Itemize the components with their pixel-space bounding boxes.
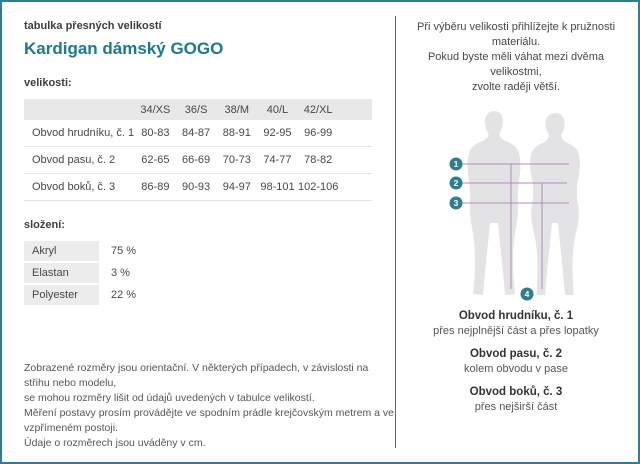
size-table-spacer-cell — [338, 120, 372, 147]
guide-intro-text: Při výběru velikosti přihlížejte k pružn… — [402, 20, 630, 95]
svg-text:1: 1 — [454, 159, 459, 169]
size-value-cell: 92-95 — [257, 120, 298, 147]
size-value-cell: 74-77 — [257, 146, 298, 174]
size-value-cell: 102-106 — [297, 173, 339, 201]
page-eyebrow: tabulka přesných velikostí — [24, 20, 162, 32]
svg-text:2: 2 — [454, 178, 459, 188]
material-name: Elastan — [24, 263, 99, 283]
size-value-cell: 88-91 — [216, 120, 258, 147]
guide-intro-line: Při výběru velikosti přihlížejte k pružn… — [416, 21, 616, 48]
female-silhouette — [530, 113, 580, 295]
legend-item-description: přes nejplnější část a přes lopatky — [433, 325, 599, 337]
legend-item: Obvod hrudníku, č. 1 přes nejplnější část… — [402, 309, 630, 339]
size-value-cell: 66-69 — [175, 146, 217, 174]
disclaimer-line: se mohou rozměry lišit od údajů uvedenýc… — [24, 392, 315, 404]
body-measurement-diagram: 1 2 3 4 — [441, 105, 591, 303]
sizes-section-label: velikosti: — [24, 77, 72, 89]
left-panel: tabulka přesných velikostí Kardigan dáms… — [24, 20, 380, 307]
disclaimer-text: Zobrazené rozměry jsou orientační. V něk… — [24, 361, 394, 451]
size-value-cell: 98-101 — [257, 173, 298, 201]
size-table-row: Obvod hrudníku, č. 1 80-83 84-87 88-91 92-95… — [24, 120, 372, 147]
vertical-divider — [395, 16, 396, 448]
composition-section-label: složení: — [24, 219, 65, 231]
size-column-header: 38/M — [216, 99, 258, 120]
svg-text:3: 3 — [454, 198, 459, 208]
marker-3: 3 — [449, 196, 463, 210]
size-table: 34/XS 36/S 38/M 40/L 42/XL Obvod hrudníku, č… — [24, 99, 372, 201]
size-value-cell: 78-82 — [297, 146, 339, 174]
size-value-cell: 96-99 — [297, 120, 339, 147]
material-name: Akryl — [24, 241, 99, 261]
legend-item-title: Obvod pasu, č. 2 — [469, 348, 563, 360]
size-value-cell: 86-89 — [134, 173, 176, 201]
marker-4: 4 — [520, 287, 534, 301]
size-value-cell: 90-93 — [175, 173, 217, 201]
disclaimer-line: Údaje o rozměrech jsou uváděny v cm. — [24, 437, 206, 449]
size-value-cell: 62-65 — [134, 146, 176, 174]
size-table-header: 34/XS 36/S 38/M 40/L 42/XL — [24, 99, 372, 120]
material-percentage: 3 % — [111, 267, 130, 279]
size-value-cell: 84-87 — [175, 120, 217, 147]
size-table-spacer-cell — [338, 146, 372, 174]
measurement-row-label: Obvod hrudníku, č. 1 — [24, 120, 135, 147]
legend-item-title: Obvod hrudníku, č. 1 — [458, 310, 574, 322]
size-table-spacer-cell — [338, 173, 372, 201]
guide-intro-line: Pokud byste měli váhat mezi dvěma veliko… — [427, 51, 605, 78]
size-table-spacer-cell — [338, 99, 372, 120]
size-column-header: 36/S — [175, 99, 217, 120]
legend-item-description: kolem obvodu v pase — [464, 363, 568, 375]
legend-item-title: Obvod boků, č. 3 — [469, 386, 563, 398]
measurement-legend: Obvod hrudníku, č. 1 přes nejplnější část… — [402, 309, 630, 415]
composition-row: Elastan 3 % — [24, 263, 372, 283]
size-column-header: 42/XL — [297, 99, 339, 120]
guide-intro-line: zvolte raději větší. — [471, 81, 561, 93]
material-name: Polyester — [24, 285, 99, 305]
svg-text:4: 4 — [525, 289, 530, 299]
marker-2: 2 — [449, 176, 463, 190]
size-table-row: Obvod boků, č. 3 86-89 90-93 94-97 98-101 102… — [24, 173, 372, 201]
material-percentage: 75 % — [111, 245, 137, 257]
size-value-cell: 80-83 — [134, 120, 176, 147]
size-column-header: 34/XS — [134, 99, 176, 120]
composition-row: Polyester 22 % — [24, 285, 372, 305]
size-table-corner-cell — [24, 99, 135, 120]
composition-row: Akryl 75 % — [24, 241, 372, 261]
size-column-header: 40/L — [257, 99, 298, 120]
disclaimer-line: Měření postavy prosím provádějte ve spod… — [24, 407, 394, 434]
composition-table: Akryl 75 % Elastan 3 % Polyester 22 % — [24, 241, 372, 305]
size-table-row: Obvod pasu, č. 2 62-65 66-69 70-73 74-77 78-8… — [24, 146, 372, 174]
size-value-cell: 94-97 — [216, 173, 258, 201]
legend-item: Obvod pasu, č. 2 kolem obvodu v pase — [402, 347, 630, 377]
right-panel: Při výběru velikosti přihlížejte k pružn… — [402, 20, 630, 423]
marker-1: 1 — [449, 157, 463, 171]
product-title: Kardigan dámský GOGO — [24, 39, 224, 58]
legend-item: Obvod boků, č. 3 přes nejširší část — [402, 385, 630, 415]
measurement-row-label: Obvod boků, č. 3 — [24, 173, 135, 201]
measurement-row-label: Obvod pasu, č. 2 — [24, 146, 135, 174]
disclaimer-line: Zobrazené rozměry jsou orientační. V něk… — [24, 362, 369, 389]
body-silhouettes-illustration: 1 2 3 4 — [449, 111, 580, 301]
legend-item-description: přes nejširší část — [474, 401, 558, 413]
material-percentage: 22 % — [111, 289, 137, 301]
size-value-cell: 70-73 — [216, 146, 258, 174]
